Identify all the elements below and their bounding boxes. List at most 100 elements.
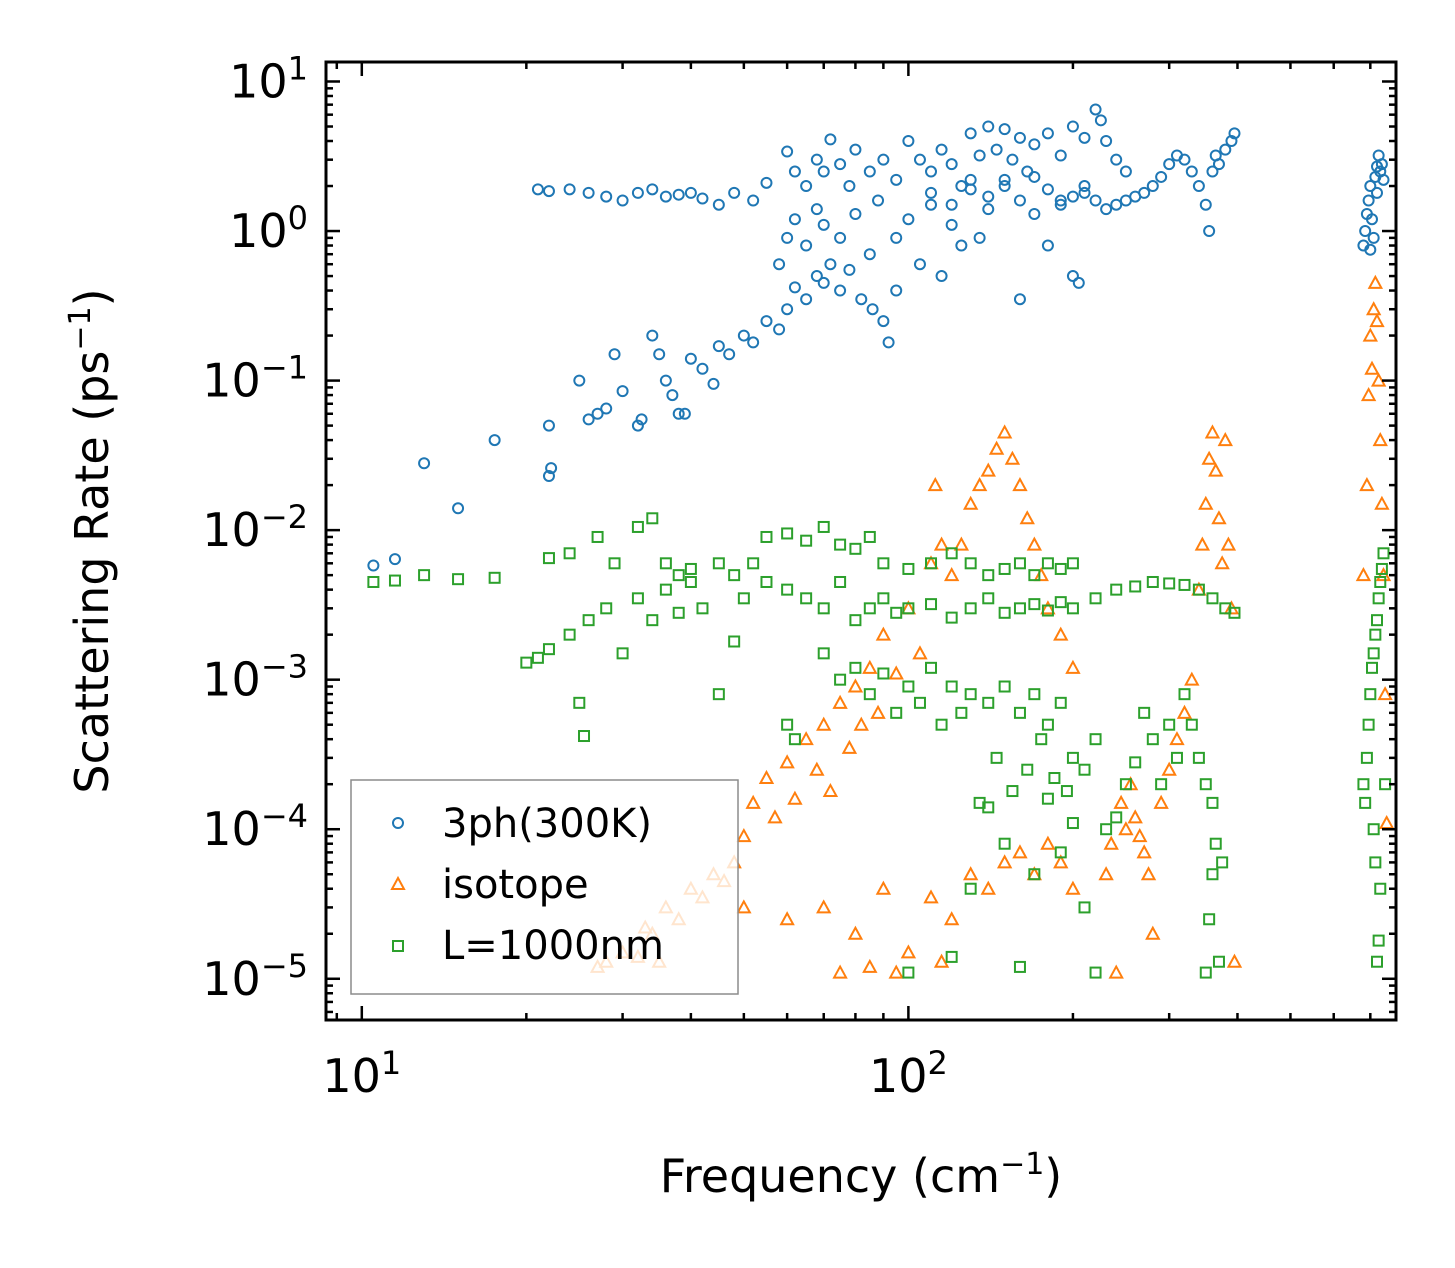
data-point [810,203,823,216]
data-point [964,557,977,570]
data-point [1138,706,1151,719]
data-point [817,165,830,178]
data-point [781,583,794,596]
data-point [672,606,685,619]
data-point [945,680,958,693]
data-point [1054,194,1067,207]
data-point [616,194,629,207]
data-point [925,557,938,570]
data-point [877,592,890,605]
data-point [1365,301,1382,316]
data-point [712,557,725,570]
data-point [1072,276,1085,289]
data-point [767,809,783,824]
data-point [1184,671,1200,686]
data-point [1199,778,1212,791]
data-point [736,827,752,843]
data-point [452,573,465,586]
data-point [608,557,621,570]
data-point [817,218,830,231]
data-point [964,882,977,895]
data-point [1374,495,1390,510]
data-point [980,880,996,895]
data-point [563,183,576,196]
legend-item-3ph: 3ph(300K) [392,801,652,847]
data-point [1066,270,1079,283]
data-point [1375,562,1388,575]
data-point [1136,844,1152,859]
data-point [1129,580,1142,593]
data-point [1199,198,1212,211]
data-point [781,303,794,316]
data-point [591,530,604,543]
y-tick-label: 10−4 [202,797,308,856]
data-point [832,694,848,709]
data-point [1198,495,1214,510]
data-point [1185,718,1198,731]
data-point [696,192,709,205]
data-point [1192,751,1205,764]
data-point [542,643,555,656]
data-point [980,462,996,477]
data-point [1360,386,1377,402]
y-tick-label: 10−5 [202,947,308,1006]
data-point [841,739,858,754]
data-point [962,866,979,881]
data-point [890,606,903,619]
data-point [1153,794,1169,809]
data-point [1362,194,1375,207]
data-point [1041,718,1054,731]
data-point [758,769,775,785]
data-point [1169,731,1185,746]
data-point [1364,688,1377,701]
data-point [712,340,725,353]
data-point [723,348,736,361]
data-point [1178,578,1191,591]
data-point [1367,274,1384,289]
data-point [882,336,895,349]
data-point [875,626,892,641]
data-point [1054,198,1067,211]
data-point [1203,225,1216,238]
data-point [1369,312,1385,328]
data-point [1364,360,1380,375]
data-point [1178,153,1191,166]
data-point [1041,239,1054,252]
data-point [913,153,926,166]
data-point [1367,823,1380,836]
data-point [684,562,697,575]
data-point [1155,170,1168,183]
data-point [1066,557,1079,570]
data-point [1355,567,1372,582]
data-point [631,592,644,605]
data-point [925,661,938,674]
data-point [877,153,890,166]
data-point [902,966,915,979]
data-point [582,413,595,426]
data-point [925,598,938,611]
data-point [696,362,709,375]
data-point [1217,432,1233,447]
data-point [1013,131,1026,144]
data-point [849,542,862,555]
data-point [1066,120,1079,133]
data-point [971,477,988,492]
data-point [659,190,672,203]
data-point [1041,604,1054,617]
data-point [1013,194,1026,207]
data-point [1367,647,1380,660]
data-point [1359,225,1372,238]
data-point [635,413,648,426]
data-point [1053,626,1069,641]
data-point [1094,114,1107,127]
data-point [809,761,825,776]
data-point [646,614,659,627]
data-point [788,733,801,746]
data-point [367,559,380,572]
data-point [1026,536,1043,551]
data-point [1372,592,1385,605]
data-point [913,696,926,709]
data-point [779,754,795,769]
data-point [1228,127,1241,140]
data-point [573,696,586,709]
